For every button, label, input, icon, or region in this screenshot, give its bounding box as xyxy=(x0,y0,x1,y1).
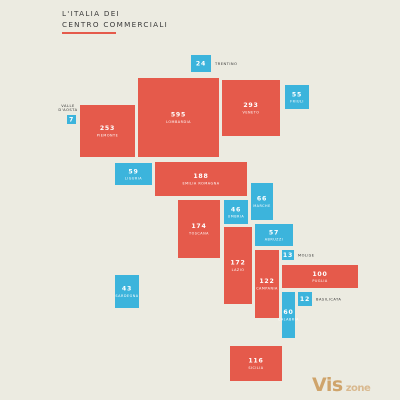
region-molise: 13 MOLISE xyxy=(282,250,315,260)
region-name-abruzzi: ABRUZZI xyxy=(265,238,284,242)
region-emilia-romagna: 188 EMILIA ROMAGNA xyxy=(155,162,247,196)
value-label-campania: 122 xyxy=(259,278,274,285)
region-block-sardegna xyxy=(115,275,139,308)
region-block-liguria xyxy=(115,163,152,185)
region-name-basilicata: BASILICATA xyxy=(316,297,341,301)
value-label-liguria: 59 xyxy=(128,169,138,176)
region-block-umbria xyxy=(224,200,248,224)
region-name-valle-d-aosta: VALLE D'AOSTA xyxy=(58,104,77,112)
region-name-line: VALLE xyxy=(61,104,75,108)
chart-title: L'ITALIA DEI CENTRO COMMERCIALI xyxy=(62,9,169,29)
value-label-sicilia: 116 xyxy=(248,358,263,365)
value-label-lazio: 172 xyxy=(230,260,245,267)
value-label-veneto: 293 xyxy=(243,102,258,109)
value-label-molise: 13 xyxy=(283,252,293,259)
value-label-calabria: 60 xyxy=(283,309,293,316)
region-name-veneto: VENETO xyxy=(243,111,260,115)
region-name-piemonte: PIEMONTE xyxy=(97,134,119,138)
value-label-abruzzi: 57 xyxy=(269,230,279,237)
value-label-marche: 66 xyxy=(257,196,267,203)
value-label-friuli: 55 xyxy=(292,92,302,99)
region-name-campania: CAMPANIA xyxy=(256,287,278,291)
region-block-lazio xyxy=(224,227,252,304)
region-name-calabria: CALABRIA xyxy=(278,318,299,322)
logo-main: Vis xyxy=(312,374,343,396)
region-piemonte: 253 PIEMONTE xyxy=(80,105,135,157)
value-label-lombardia: 595 xyxy=(171,112,186,119)
value-label-piemonte: 253 xyxy=(100,125,115,132)
region-trentino: 24 TRENTINO xyxy=(191,55,237,72)
title-underline xyxy=(62,32,116,34)
region-block-basilicata xyxy=(298,292,312,306)
value-label-trentino: 24 xyxy=(196,61,206,68)
logo-sub: zone xyxy=(345,383,371,394)
region-block-veneto xyxy=(222,80,280,136)
region-block-calabria xyxy=(282,292,295,338)
region-name-lombardia: LOMBARDIA xyxy=(166,120,191,124)
region-name-sardegna: SARDEGNA xyxy=(115,294,138,298)
value-label-sardegna: 43 xyxy=(122,286,132,293)
region-block-emilia-romagna xyxy=(155,162,247,196)
region-block-abruzzi xyxy=(255,224,293,246)
region-name-line: D'AOSTA xyxy=(58,108,77,112)
region-block-campania xyxy=(255,250,279,318)
value-label-toscana: 174 xyxy=(191,223,206,230)
region-block-sicilia xyxy=(230,346,282,381)
region-name-marche: MARCHE xyxy=(253,204,271,208)
region-name-trentino: TRENTINO xyxy=(214,62,237,66)
region-block-piemonte xyxy=(80,105,135,157)
region-block-molise xyxy=(282,250,294,260)
viszone-logo: Vis zone xyxy=(312,374,371,396)
region-block-marche xyxy=(251,183,273,220)
region-name-liguria: LIGURIA xyxy=(125,177,142,181)
region-block-friuli xyxy=(285,85,309,109)
region-basilicata: 12 BASILICATA xyxy=(298,292,341,306)
region-name-toscana: TOSCANA xyxy=(188,232,209,236)
region-name-sicilia: SICILIA xyxy=(248,366,263,370)
region-veneto: 293 VENETO xyxy=(222,80,280,136)
value-label-puglia: 100 xyxy=(312,271,327,278)
value-label-emilia-romagna: 188 xyxy=(193,173,208,180)
region-name-lazio: LAZIO xyxy=(232,268,245,272)
region-block-toscana xyxy=(178,200,220,258)
region-name-puglia: PUGLIA xyxy=(312,279,328,283)
value-label-valle-d-aosta: 7 xyxy=(69,117,74,124)
region-block-lombardia xyxy=(138,78,219,157)
region-campania: 122 CAMPANIA xyxy=(255,250,279,318)
value-label-umbria: 46 xyxy=(231,207,241,214)
region-name-emilia-romagna: EMILIA ROMAGNA xyxy=(182,182,219,186)
region-name-umbria: UMBRIA xyxy=(228,215,245,219)
region-calabria: 60 CALABRIA xyxy=(278,292,299,338)
region-toscana: 174 TOSCANA xyxy=(178,200,220,258)
region-block-puglia xyxy=(282,265,358,288)
region-block-valle-d-aosta xyxy=(67,115,76,124)
region-name-molise: MOLISE xyxy=(298,253,315,257)
value-label-basilicata: 12 xyxy=(300,296,310,303)
region-name-friuli: FRIULI xyxy=(290,100,304,104)
region-block-trentino xyxy=(191,55,211,72)
region-valle-d-aosta: 7 VALLE D'AOSTA xyxy=(58,104,77,124)
